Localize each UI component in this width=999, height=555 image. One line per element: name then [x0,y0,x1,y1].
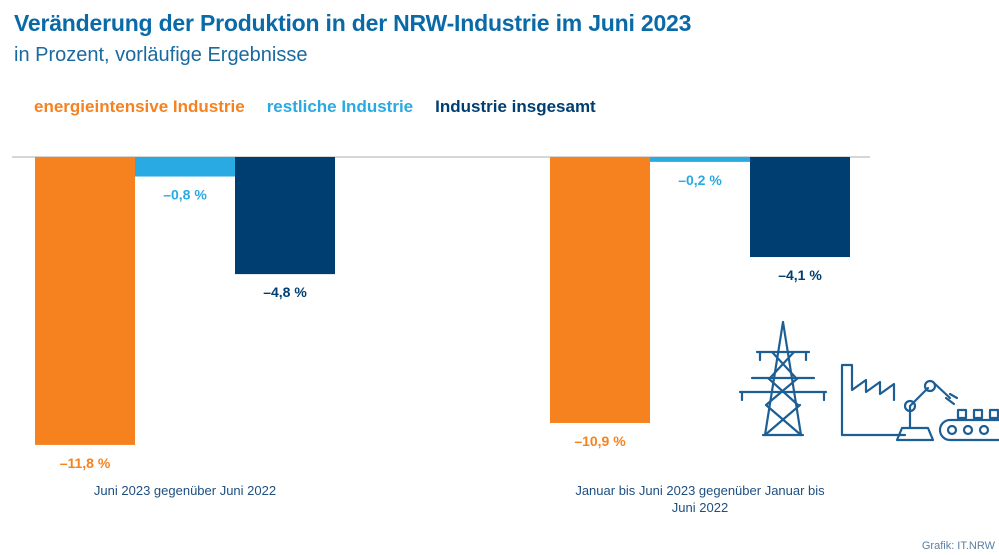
category-label-line: Juni 2022 [672,500,728,515]
data-label-0-1: –10,9 % [574,433,626,449]
industry-illustration [738,320,999,442]
data-label-2-0: –4,8 % [263,284,307,300]
category-label-line: Januar bis Juni 2023 gegenüber Januar bi… [575,483,825,498]
category-label-0: Juni 2023 gegenüber Juni 2022 [94,483,276,498]
legend-item-energieintensive: energieintensive Industrie [34,97,245,116]
power-pylon-icon [738,320,828,437]
conveyor-belt-icon [938,408,999,442]
category-label-line: Juni 2023 gegenüber Juni 2022 [94,483,276,498]
source-note: Grafik: IT.NRW [921,540,995,552]
chart-subtitle: in Prozent, vorläufige Ergebnisse [14,44,308,66]
bar-0-1 [550,157,650,423]
legend-item-restliche: restliche Industrie [266,97,414,116]
legend-item-insgesamt: Industrie insgesamt [435,97,596,116]
bar-1-0 [135,157,235,177]
bar-2-0 [235,157,335,275]
factory-icon [840,363,907,437]
bars-group: –11,8 % –0,8 % –4,8 % Juni 2023 gegenüber J… [12,156,870,515]
chart-title: Veränderung der Produktion in der NRW-In… [14,10,692,36]
data-label-1-1: –0,2 % [678,172,722,188]
data-label-2-1: –4,1 % [778,267,822,283]
bar-2-1 [750,157,850,258]
legend: energieintensive Industrie restliche Ind… [34,97,596,117]
bar-1-1 [650,157,750,162]
data-label-0-0: –11,8 % [60,455,111,471]
category-label-1: Januar bis Juni 2023 gegenüber Januar bi… [575,483,825,515]
data-label-1-0: –0,8 % [163,187,207,203]
bar-0-0 [35,157,135,445]
robot-arm-icon [895,379,959,442]
